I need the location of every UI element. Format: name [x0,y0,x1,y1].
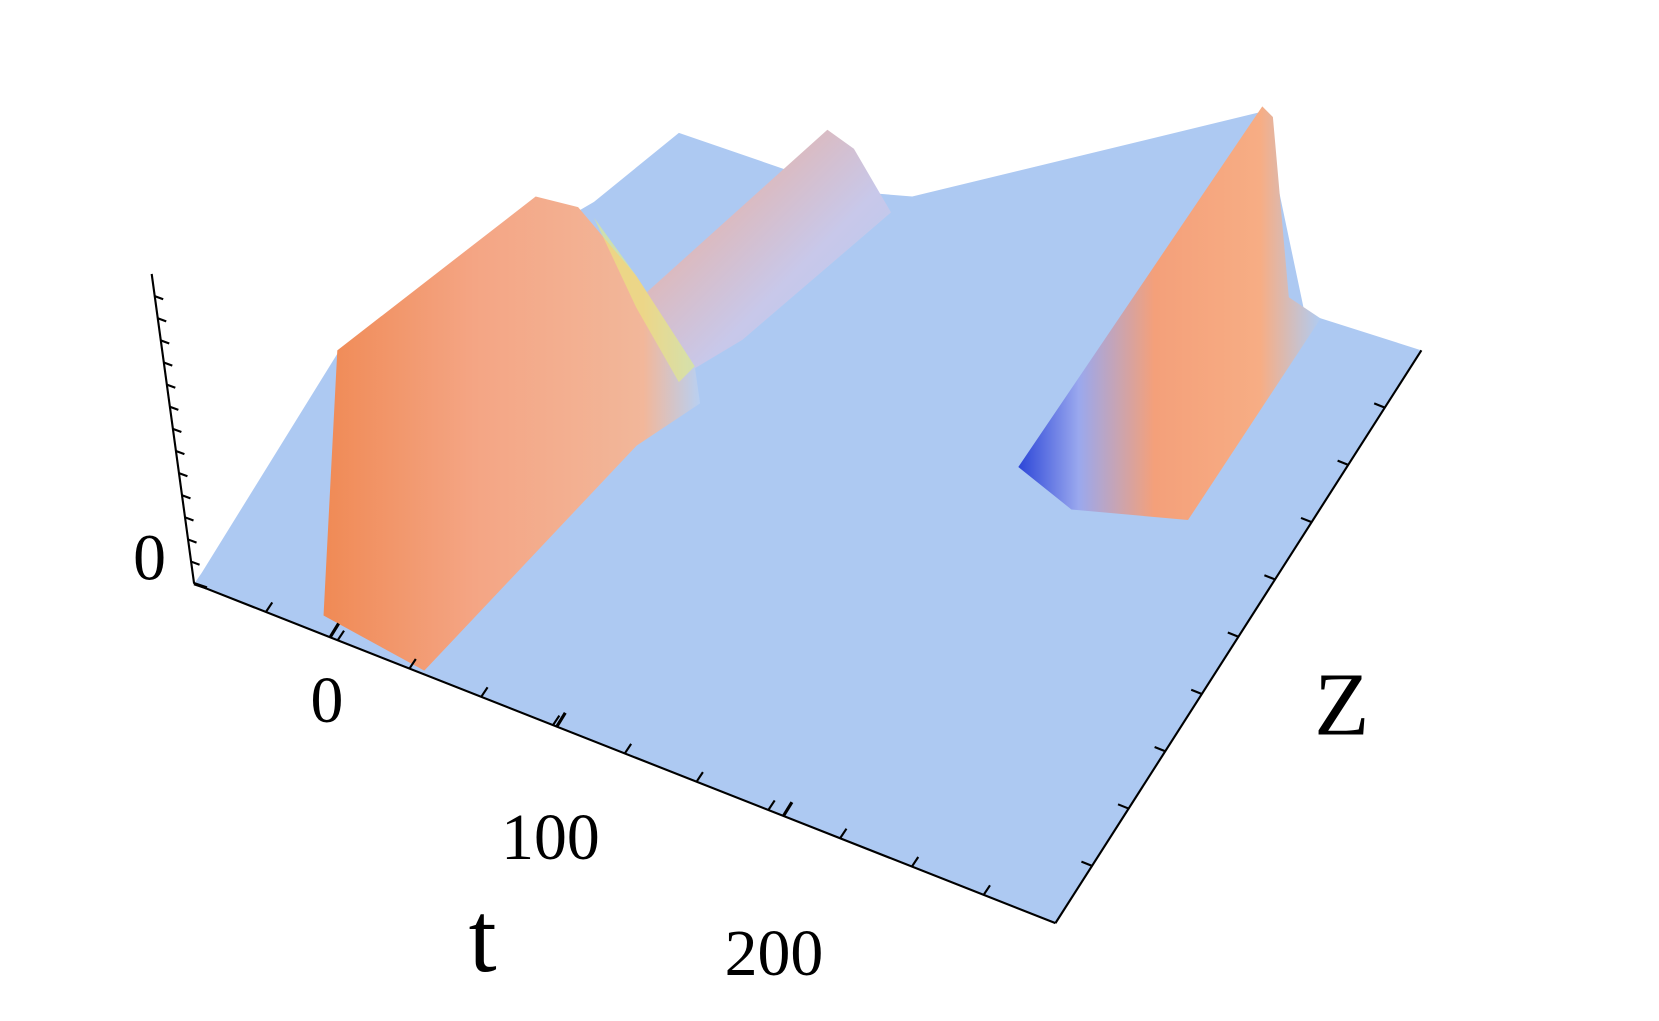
x-tick-label: 0 [310,664,343,737]
z-minor-tick [154,295,164,301]
y-minor-tick [1264,574,1276,581]
z-minor-tick [181,494,191,500]
x-tick [782,801,794,817]
y-axis-label: Z [1314,654,1369,754]
z-minor-tick [166,383,176,389]
z-minor-tick [157,317,167,323]
z-minor-tick [190,560,200,566]
y-minor-tick [1154,746,1166,753]
x-minor-tick [265,601,274,613]
z-minor-tick [169,405,179,411]
surface-right-ridge [1018,106,1321,521]
z-tick [193,582,208,590]
x-axis-label: t [469,881,497,993]
surface-back-ridge [647,129,892,372]
x-minor-tick [767,799,776,811]
y-minor-tick [1337,459,1349,466]
z-minor-tick [184,516,194,522]
x-minor-tick [552,714,561,726]
x-minor-tick [911,856,920,868]
z-minor-tick [175,449,185,456]
x-tick [328,622,340,639]
x-minor-tick [982,884,991,896]
x-minor-tick [480,686,489,698]
x-minor-tick [695,771,704,783]
z-minor-tick [187,538,197,544]
surface-left-highlight [594,217,695,383]
y-minor-tick [1081,860,1093,867]
y-minor-tick [1300,516,1313,524]
surface [194,106,1422,924]
z-minor-tick [160,339,170,345]
y-minor-tick [1190,688,1203,695]
z-minor-tick [163,361,173,367]
surface-left-ridge [323,196,701,671]
x-minor-tick [408,658,417,670]
y-minor-tick [1117,803,1130,810]
z-minor-tick [172,427,182,433]
x-minor-tick [623,743,633,754]
y-minor-tick [1373,402,1386,409]
x-minor-tick [336,630,345,641]
z-tick-label: 0 [133,521,166,594]
y-minor-tick [1227,631,1239,638]
x-minor-tick [839,828,848,839]
z-minor-tick [178,472,188,478]
x-tick-label: 200 [725,917,824,990]
x-tick [555,711,567,728]
x-tick-label: 100 [501,801,600,874]
